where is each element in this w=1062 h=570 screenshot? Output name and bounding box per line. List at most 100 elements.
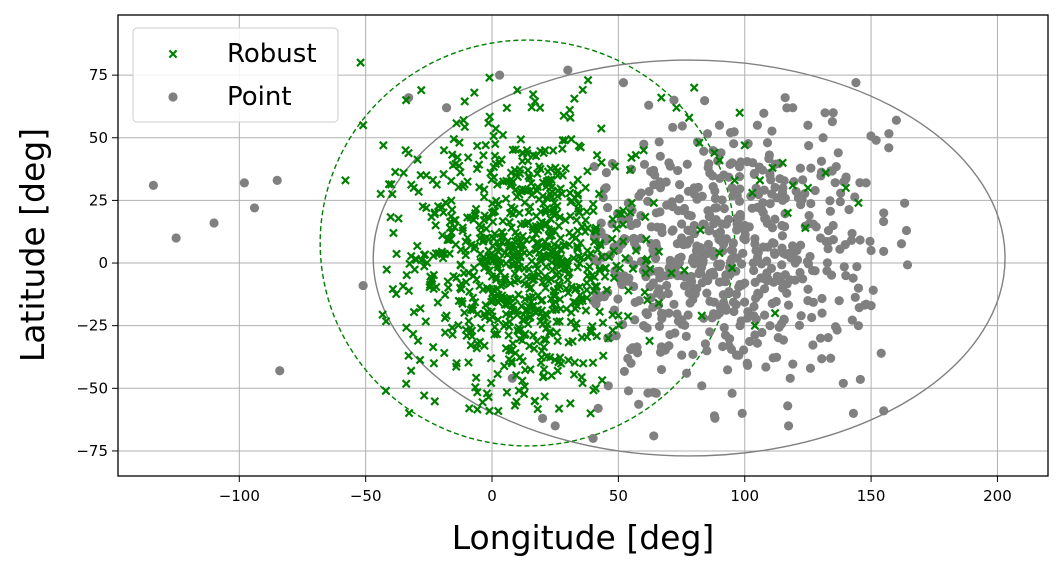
x-stroke xyxy=(553,191,562,201)
x-stroke xyxy=(594,189,604,199)
robust-marker xyxy=(532,336,542,346)
point-marker xyxy=(828,108,838,118)
robust-marker xyxy=(608,214,618,224)
x-stroke xyxy=(547,371,556,380)
robust-marker xyxy=(384,179,394,189)
x-stroke xyxy=(569,297,578,307)
point-marker xyxy=(682,368,692,378)
x-stroke xyxy=(499,361,509,371)
x-stroke xyxy=(556,304,565,314)
x-stroke xyxy=(592,150,602,160)
point-marker xyxy=(777,187,788,198)
x-stroke xyxy=(588,199,598,209)
robust-marker xyxy=(583,75,593,85)
x-stroke xyxy=(592,331,602,341)
robust-marker xyxy=(463,153,473,162)
robust-marker xyxy=(617,209,626,219)
point-marker xyxy=(826,353,836,363)
x-stroke xyxy=(467,332,477,341)
x-stroke xyxy=(558,170,568,180)
robust-marker xyxy=(492,329,502,339)
x-stroke xyxy=(618,220,628,229)
x-stroke xyxy=(472,387,482,397)
x-stroke xyxy=(608,325,618,335)
point-marker xyxy=(777,243,787,253)
robust-marker xyxy=(533,264,542,274)
point-marker xyxy=(652,267,662,277)
x-stroke xyxy=(536,146,545,156)
x-stroke xyxy=(612,223,621,233)
robust-marker xyxy=(547,371,556,380)
point-marker xyxy=(805,251,815,262)
robust-marker xyxy=(571,323,580,333)
x-stroke xyxy=(555,213,565,222)
x-stroke xyxy=(545,352,555,362)
x-stroke xyxy=(392,249,401,259)
y-tick-label: −75 xyxy=(76,442,108,460)
x-stroke xyxy=(485,73,494,83)
robust-marker xyxy=(541,335,551,345)
x-stroke xyxy=(576,142,586,152)
robust-marker xyxy=(536,223,545,232)
x-stroke xyxy=(628,264,638,274)
x-stroke xyxy=(571,233,581,243)
x-axis-title: Longitude [deg] xyxy=(452,518,715,557)
x-stroke xyxy=(538,311,548,321)
robust-marker xyxy=(475,249,485,259)
x-stroke xyxy=(513,262,523,272)
point-marker xyxy=(705,327,715,337)
robust-marker xyxy=(498,216,508,226)
robust-marker xyxy=(854,198,863,208)
point-marker xyxy=(783,300,794,310)
robust-marker xyxy=(401,379,411,389)
point-marker xyxy=(644,100,654,110)
x-stroke xyxy=(394,214,403,223)
x-stroke xyxy=(414,187,424,197)
robust-marker xyxy=(511,370,521,380)
x-stroke xyxy=(508,339,518,348)
robust-marker xyxy=(518,184,527,194)
robust-marker xyxy=(528,234,537,244)
x-stroke xyxy=(770,308,780,318)
x-stroke xyxy=(530,245,540,254)
robust-marker xyxy=(479,236,488,246)
point-marker xyxy=(672,309,682,319)
point-marker xyxy=(805,363,816,373)
x-stroke xyxy=(841,183,851,193)
x-stroke xyxy=(631,150,641,160)
robust-marker xyxy=(581,215,591,225)
x-stroke xyxy=(573,226,583,236)
x-stroke xyxy=(415,355,425,365)
x-stroke xyxy=(447,228,456,237)
point-marker xyxy=(677,219,687,229)
robust-marker xyxy=(538,311,548,321)
robust-marker xyxy=(525,312,535,322)
robust-marker xyxy=(430,208,440,217)
robust-marker xyxy=(447,323,457,333)
x-stroke xyxy=(553,336,563,346)
robust-marker xyxy=(440,328,450,337)
robust-marker xyxy=(566,197,575,207)
x-stroke xyxy=(410,265,420,274)
x-stroke xyxy=(575,282,585,292)
x-stroke xyxy=(538,319,548,329)
robust-marker xyxy=(570,304,580,314)
robust-marker xyxy=(515,208,524,218)
x-stroke xyxy=(497,227,507,237)
point-marker xyxy=(630,315,640,325)
x-stroke xyxy=(525,202,535,212)
robust-marker xyxy=(516,219,526,229)
x-stroke xyxy=(517,335,527,345)
robust-marker xyxy=(523,186,532,196)
robust-marker xyxy=(415,355,425,365)
x-stroke xyxy=(356,58,365,67)
robust-marker xyxy=(402,270,412,280)
x-stroke xyxy=(168,49,178,59)
robust-marker xyxy=(452,118,461,128)
x-stroke xyxy=(555,295,565,304)
point-marker xyxy=(902,260,913,270)
x-stroke xyxy=(557,144,567,154)
point-marker xyxy=(618,78,629,88)
x-stroke xyxy=(735,108,745,118)
point-marker xyxy=(663,288,673,299)
